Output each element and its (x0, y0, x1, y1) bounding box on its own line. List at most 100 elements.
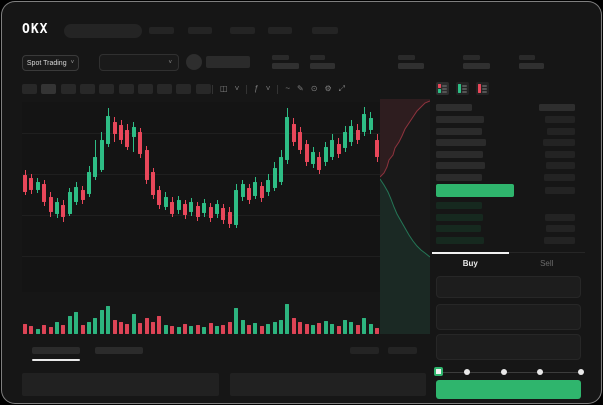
timeframe-button[interactable] (79, 84, 95, 94)
bottom-link[interactable] (388, 347, 417, 354)
candle (272, 168, 277, 188)
camera-icon[interactable]: ⊙ (310, 84, 318, 93)
slider-stop-dot[interactable] (463, 369, 470, 375)
chart-gridline (22, 174, 380, 175)
chevron-down-icon[interactable]: ˅ (265, 84, 271, 93)
bid-price-placeholder (436, 213, 483, 221)
timeframe-button[interactable] (118, 84, 134, 94)
toolbar-divider (212, 84, 213, 94)
last-price-row[interactable] (436, 184, 575, 198)
ask-row[interactable] (436, 139, 575, 146)
nav-item[interactable] (268, 27, 292, 34)
ask-row[interactable] (436, 173, 575, 181)
volume-bar (336, 326, 341, 334)
volume-bar (67, 316, 72, 334)
fullscreen-icon[interactable]: ⤢ (338, 84, 346, 93)
chevron-down-icon: ˅ (70, 60, 75, 66)
slider-stop-dot[interactable] (500, 369, 507, 375)
candle (80, 190, 85, 200)
candle (170, 202, 175, 214)
timeframe-button[interactable] (195, 84, 211, 94)
market-type-dropdown[interactable]: Spot Trading ˅ (22, 55, 79, 71)
bid-row[interactable] (436, 236, 575, 244)
candle (163, 197, 168, 207)
timeframe-button[interactable] (60, 84, 76, 94)
stat-label-placeholder (310, 55, 325, 60)
timeframe-button[interactable] (137, 84, 153, 94)
tab-sell[interactable]: Sell (509, 253, 586, 274)
candle (23, 175, 27, 192)
bottom-tab[interactable] (95, 347, 143, 354)
price-input[interactable] (436, 276, 581, 298)
volume-bar (170, 326, 175, 334)
candle (355, 130, 360, 140)
timeframe-button[interactable] (41, 84, 57, 94)
tab-buy[interactable]: Buy (432, 252, 509, 274)
order-book-bids-icon[interactable] (456, 82, 469, 95)
ask-price-placeholder (436, 116, 484, 123)
nav-item[interactable] (188, 27, 212, 34)
nav-item[interactable] (149, 27, 174, 34)
line-tool-icon[interactable]: ~ (285, 84, 291, 93)
ask-row[interactable] (436, 162, 575, 169)
ask-row[interactable] (436, 116, 575, 123)
total-input[interactable] (436, 334, 581, 360)
timeframe-button[interactable] (99, 84, 115, 94)
candle (202, 203, 207, 213)
nav-item[interactable] (230, 27, 255, 34)
volume-bar (253, 323, 258, 334)
candle-wick (133, 122, 135, 152)
slider-stop-dot[interactable] (578, 369, 584, 375)
stat-label-placeholder (398, 55, 415, 60)
timeframe-button[interactable] (157, 84, 173, 94)
volume-bar (131, 314, 136, 334)
candle (119, 125, 123, 140)
candle (55, 202, 59, 214)
slider-stop-dot[interactable] (536, 369, 543, 375)
volume-bar (368, 324, 373, 334)
bottom-link[interactable] (350, 347, 379, 354)
candle (311, 152, 315, 164)
order-book-asks-icon[interactable] (476, 82, 489, 95)
timeframe-button[interactable] (176, 84, 192, 94)
candle (362, 114, 367, 132)
draw-tool-icon[interactable]: ✎ (297, 84, 304, 93)
amount-slider[interactable] (434, 367, 584, 378)
ask-price-placeholder (436, 162, 485, 169)
chevron-down-icon[interactable]: ˅ (234, 84, 240, 93)
candle (99, 140, 104, 170)
candle (131, 127, 136, 137)
amount-input[interactable] (436, 304, 581, 330)
stat-value-placeholder (310, 63, 335, 69)
timeframe-button[interactable] (22, 84, 37, 94)
candle (291, 124, 296, 142)
candle (279, 157, 283, 182)
search-input[interactable] (64, 24, 142, 38)
volume-bar (285, 304, 290, 334)
volume-bar (189, 326, 194, 334)
buy-submit-button[interactable] (436, 380, 581, 399)
depth-svg (379, 99, 431, 334)
ask-row[interactable] (436, 127, 575, 135)
nav-item[interactable] (312, 27, 338, 34)
indicators-icon[interactable]: ƒ (254, 84, 259, 93)
order-book-default-icon[interactable] (436, 82, 449, 95)
volume-bar (343, 320, 347, 334)
candlestick-chart[interactable] (22, 102, 380, 292)
volume-bar (74, 312, 79, 334)
bid-row[interactable] (436, 213, 575, 221)
settings-icon[interactable]: ⚙ (324, 84, 332, 93)
volume-bar (195, 325, 200, 334)
candle-style-icon[interactable]: ◫ (220, 84, 228, 93)
slider-handle[interactable] (434, 367, 443, 376)
bottom-tab[interactable] (32, 347, 80, 354)
pair-dropdown[interactable]: ˅ (99, 54, 179, 71)
bid-row[interactable] (436, 225, 575, 232)
bid-row[interactable] (436, 202, 575, 209)
bid-amount-placeholder (544, 236, 575, 244)
bid-amount-placeholder (545, 213, 575, 221)
active-tab-underline (32, 359, 80, 361)
ask-row[interactable] (436, 150, 575, 158)
candle (240, 184, 245, 197)
